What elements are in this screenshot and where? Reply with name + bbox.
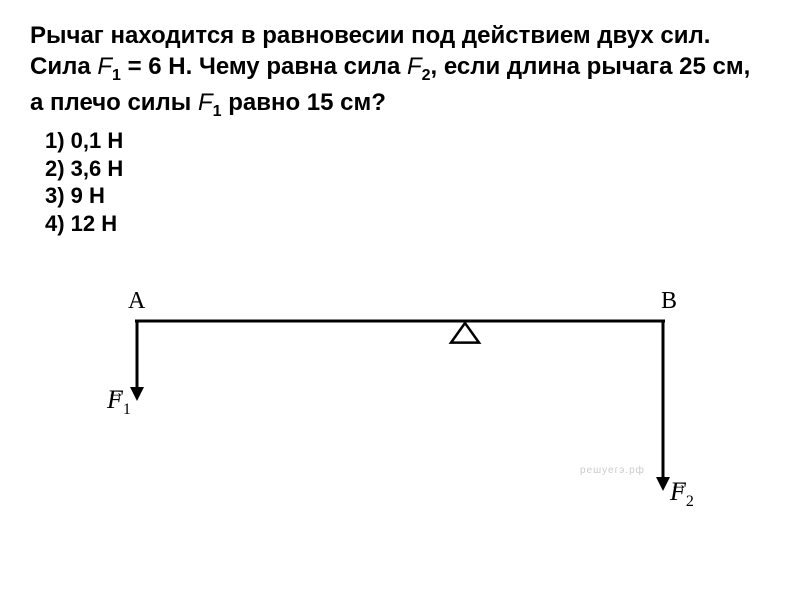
f1-sub: 1 (112, 67, 121, 84)
force-f1-label: → F1 (107, 385, 131, 419)
option-4: 4) 12 Н (45, 210, 770, 238)
options-list: 1) 0,1 Н 2) 3,6 Н 3) 9 Н 4) 12 Н (45, 127, 770, 237)
f2-vector-arrow-icon: → (670, 474, 688, 495)
f2-sub: 2 (422, 67, 431, 84)
point-b-label: B (661, 288, 677, 315)
f1-force-sub: 1 (123, 401, 131, 418)
f1-symbol: F (97, 53, 112, 80)
f2-force-sub: 2 (686, 493, 694, 510)
lever-diagram: A B → F1 → F2 решуегэ.рф (125, 290, 695, 520)
point-a-label: A (128, 288, 145, 315)
f2-symbol: F (407, 53, 422, 80)
watermark-text: решуегэ.рф (580, 465, 645, 476)
question-text: Рычаг находится в равновесии под действи… (30, 20, 770, 122)
f1b-symbol: F (198, 89, 213, 116)
question-part4: равно 15 см? (222, 89, 386, 116)
option-1: 1) 0,1 Н (45, 127, 770, 155)
option-3: 3) 9 Н (45, 182, 770, 210)
force-f2-label: → F2 (670, 477, 694, 511)
option-2: 2) 3,6 Н (45, 155, 770, 183)
f1-vector-arrow-icon: → (107, 382, 125, 403)
question-part2: = 6 Н. Чему равна сила (121, 53, 407, 80)
f1b-sub: 1 (213, 103, 222, 120)
diagram-svg (125, 290, 695, 520)
